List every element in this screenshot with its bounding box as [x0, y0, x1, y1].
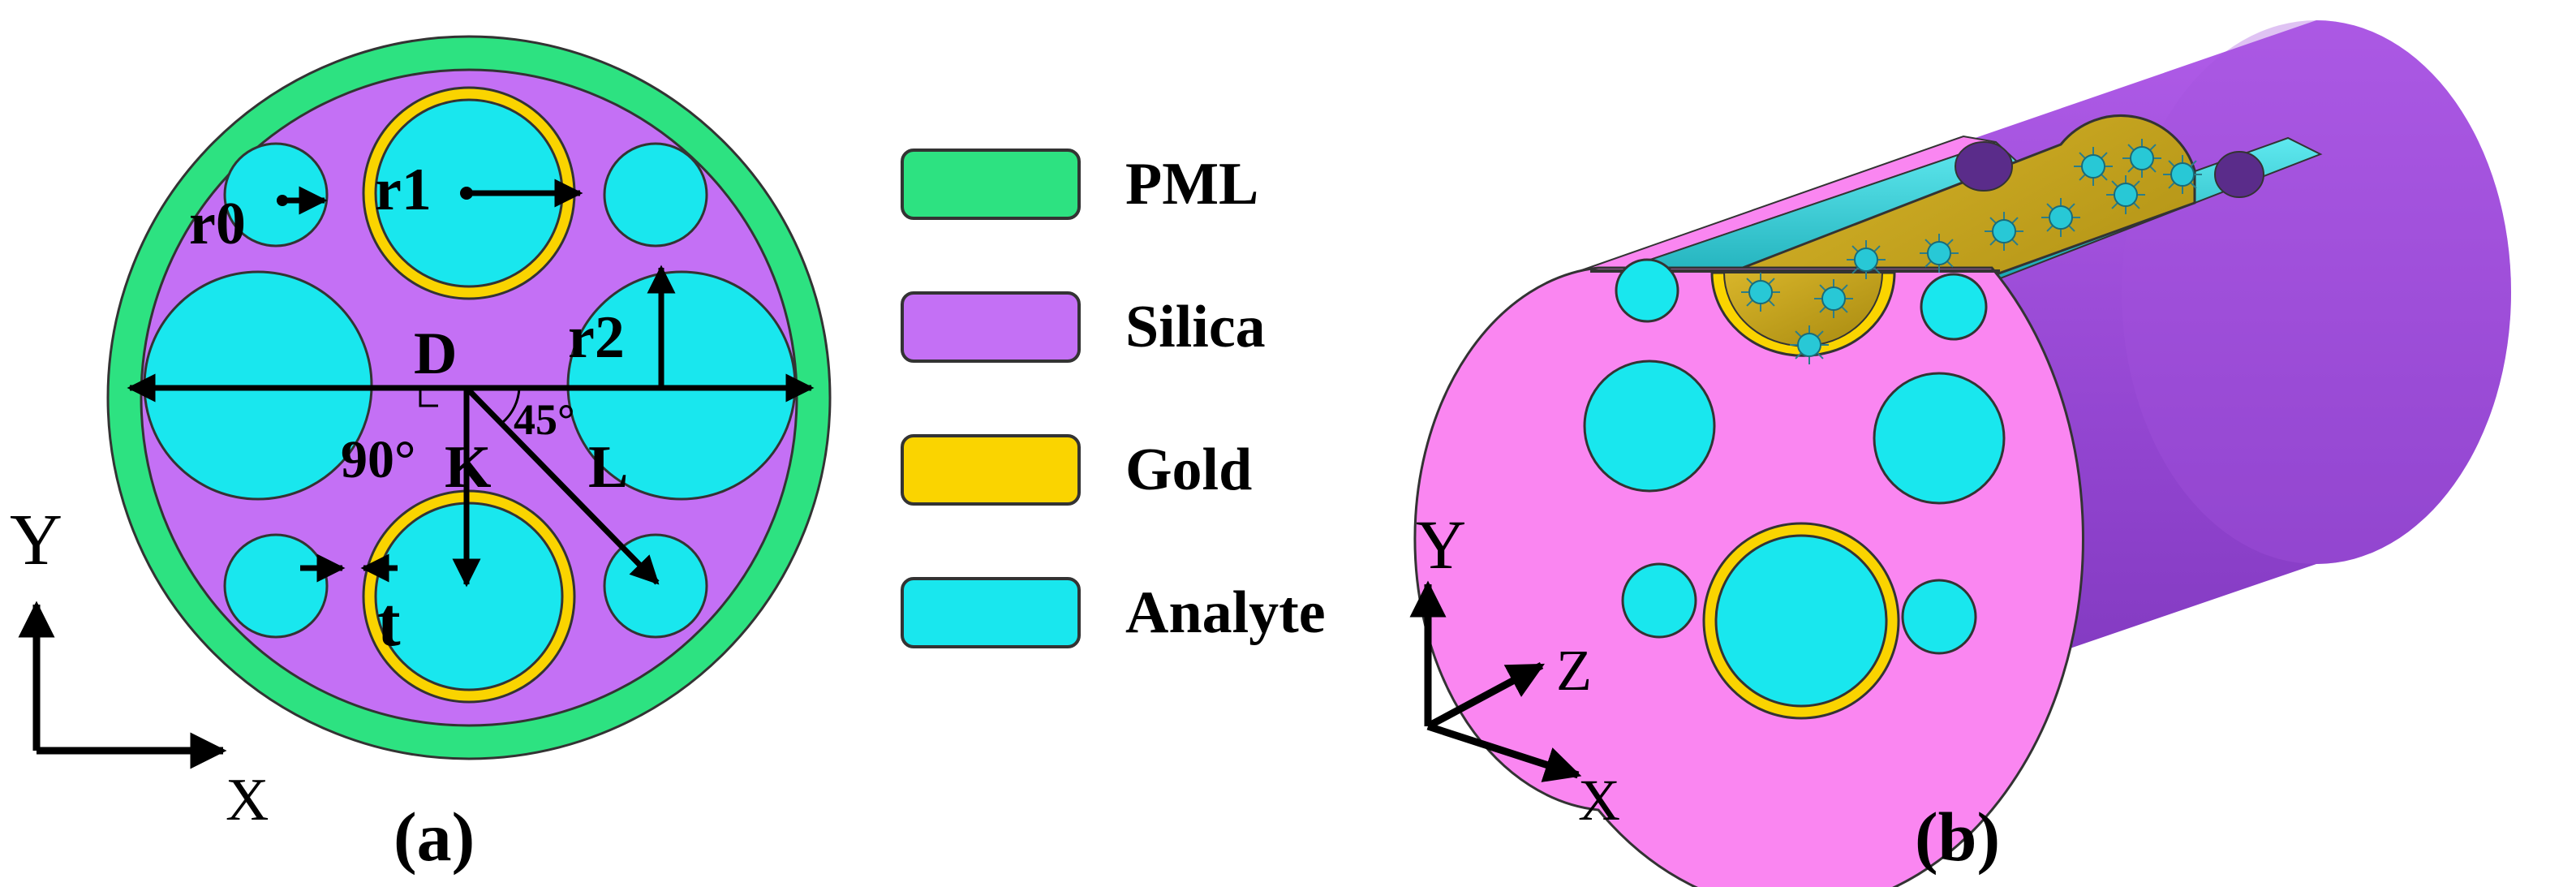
panel-b-3d-fiber — [1413, 20, 2511, 887]
legend-label-gold: Gold — [1125, 437, 1252, 503]
nanoparticle — [1741, 273, 1780, 312]
nanoparticle — [2074, 147, 2113, 186]
label-t: t — [377, 583, 401, 661]
panel-b-axes: Y Z X — [1409, 506, 1620, 833]
axis-z-label-b: Z — [1556, 638, 1592, 703]
legend-swatch-silica — [901, 291, 1081, 363]
r0-center-dot — [277, 195, 288, 206]
label-d: D — [414, 321, 457, 387]
legend: PML Silica Gold Analyte — [901, 149, 1326, 648]
l-arrow — [464, 385, 660, 585]
nanoparticle — [1790, 325, 1829, 364]
caption-b: (b) — [1915, 798, 2000, 876]
nanoparticle — [1847, 240, 1886, 279]
label-r1: r1 — [375, 157, 432, 223]
nanoparticle — [2041, 198, 2080, 237]
front-small-hole-bl — [1621, 562, 1697, 639]
dimension-lines — [127, 179, 815, 588]
nanoparticle — [1920, 234, 1959, 273]
axis-x-label-b: X — [1578, 768, 1620, 833]
front-analyte-core-bottom — [1714, 534, 1888, 708]
fiber-far-end — [2122, 20, 2511, 564]
label-l: L — [588, 434, 628, 501]
nanoparticle — [2122, 139, 2161, 178]
panel-a-axes: Y X — [10, 500, 269, 833]
small-analyte-hole-bl — [223, 533, 329, 639]
far-small-hole-right — [2214, 151, 2264, 198]
nanoparticle — [2163, 155, 2202, 194]
angle-45-arc — [501, 387, 521, 424]
axis-y-label-a: Y — [10, 500, 62, 580]
label-r0: r0 — [189, 191, 246, 257]
axis-x-label-a: X — [226, 767, 269, 833]
legend-label-silica: Silica — [1125, 294, 1266, 360]
small-analyte-hole-br — [603, 533, 708, 639]
front-large-hole-left — [1583, 360, 1716, 493]
axis-y-label-b: Y — [1416, 506, 1466, 583]
legend-swatch-analyte — [901, 577, 1081, 648]
nanoparticle — [2106, 175, 2145, 214]
front-small-hole-tr — [1920, 273, 1988, 341]
panel-a-cross-section: r0 r1 r2 D 45° 90° K L t — [106, 35, 832, 760]
front-large-hole-right — [1873, 372, 2006, 505]
nanoparticle — [1985, 212, 2023, 251]
r1-center-dot — [460, 187, 473, 200]
legend-swatch-gold — [901, 434, 1081, 506]
label-k: K — [445, 434, 492, 501]
label-45: 45° — [514, 395, 575, 444]
far-small-hole-left — [1955, 141, 2013, 192]
front-small-hole-tl — [1615, 258, 1679, 323]
label-r2: r2 — [568, 304, 625, 371]
analyte-nanoparticles — [1741, 139, 2202, 364]
legend-label-analyte: Analyte — [1125, 579, 1326, 646]
legend-swatch-pml — [901, 149, 1081, 220]
nanoparticle — [1814, 279, 1853, 318]
legend-label-pml: PML — [1125, 151, 1258, 217]
small-analyte-hole-tr — [603, 142, 708, 248]
caption-a: (a) — [393, 798, 475, 876]
front-face-cut — [1590, 269, 2000, 273]
right-angle-mark — [419, 388, 438, 407]
front-small-hole-br — [1901, 579, 1977, 655]
label-90: 90° — [341, 430, 415, 489]
